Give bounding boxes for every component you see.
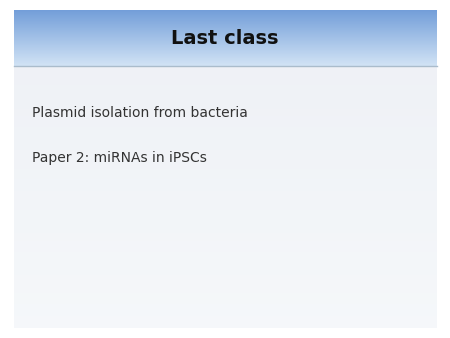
Text: Last class: Last class — [171, 28, 279, 48]
Text: Plasmid isolation from bacteria: Plasmid isolation from bacteria — [32, 106, 248, 120]
Text: Paper 2: miRNAs in iPSCs: Paper 2: miRNAs in iPSCs — [32, 151, 207, 165]
